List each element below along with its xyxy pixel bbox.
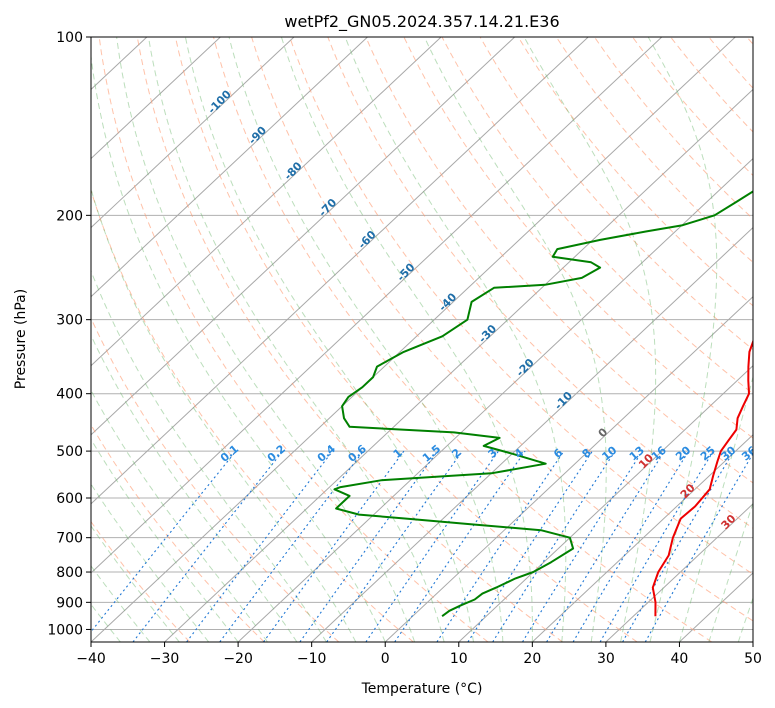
moist-adiabat xyxy=(523,37,657,642)
moist-adiabat xyxy=(280,37,533,642)
dewpoint-line xyxy=(333,190,753,618)
dry-adiabat xyxy=(403,37,753,439)
moist-adiabat xyxy=(708,501,753,642)
x-tick-label: −40 xyxy=(76,651,106,667)
y-tick-label: 300 xyxy=(56,313,83,329)
profile-series xyxy=(333,190,753,618)
dry-adiabat xyxy=(136,37,563,642)
chart-title: wetPf2_GN05.2024.357.14.21.E36 xyxy=(284,12,559,32)
x-tick-label: 20 xyxy=(523,651,541,667)
x-tick-label: −10 xyxy=(297,651,327,667)
mixing-ratio-line xyxy=(546,450,665,642)
mixing-ratio-line xyxy=(599,450,714,642)
dry-adiabat xyxy=(555,37,753,263)
moist-adiabat xyxy=(423,37,607,642)
isotherm-line xyxy=(91,37,442,367)
isotherm-line xyxy=(91,37,736,642)
isotherm-line xyxy=(91,37,368,298)
y-tick-label: 100 xyxy=(56,30,83,46)
x-tick-label: −30 xyxy=(150,651,180,667)
isotherm-line xyxy=(531,434,753,642)
moist-adiabat xyxy=(91,389,268,642)
isotherm-line xyxy=(458,365,753,642)
y-tick-label: 600 xyxy=(56,491,83,507)
moist-adiabat xyxy=(91,565,151,642)
x-tick-label: 40 xyxy=(671,651,689,667)
y-tick-label: 900 xyxy=(56,595,83,611)
moist-adiabat xyxy=(148,37,445,642)
y-tick-label: 800 xyxy=(56,565,83,581)
dry-adiabat xyxy=(441,37,753,395)
mixing-ratio-line xyxy=(186,450,334,642)
mixing-ratio-line xyxy=(394,450,526,642)
isotherm-line xyxy=(91,37,295,229)
moist-adiabat xyxy=(184,37,474,642)
dry-adiabat xyxy=(91,520,191,642)
y-tick-label: 400 xyxy=(56,387,83,403)
isotherm-line xyxy=(91,37,589,505)
y-tick-label: 700 xyxy=(56,531,83,547)
mixing-ratio-line xyxy=(91,450,237,633)
moist-adiabat xyxy=(91,483,210,642)
mixing-ratio-line xyxy=(436,450,565,642)
y-tick-label: 200 xyxy=(56,208,83,224)
mixing-ratio-lines xyxy=(91,450,753,642)
moist-adiabat xyxy=(116,37,416,642)
x-tick-label: 0 xyxy=(381,651,390,667)
y-tick-label: 500 xyxy=(56,444,83,460)
isotherm-grid xyxy=(91,37,753,642)
isotherm-line xyxy=(91,37,516,436)
moist-adiabat xyxy=(344,37,567,642)
plot-frame xyxy=(90,36,754,643)
x-tick-label: 30 xyxy=(597,651,615,667)
moist-adiabat xyxy=(91,52,386,642)
mixing-ratio-line xyxy=(326,450,463,642)
y-tick-label: 1000 xyxy=(47,622,83,638)
mixing-ratio-line xyxy=(622,450,735,642)
isotherm-line xyxy=(384,295,753,642)
moist-adiabat xyxy=(228,37,504,642)
x-tick-label: −20 xyxy=(223,651,253,667)
moist-adiabat xyxy=(737,596,753,642)
mixing-ratio-line xyxy=(644,452,753,642)
y-axis-ticks: 100 200 300 400 500 600 700 800 900 1000 xyxy=(47,30,91,638)
x-tick-label: 50 xyxy=(744,651,762,667)
isobar-grid xyxy=(91,37,753,630)
isotherm-line xyxy=(91,37,221,160)
moist-adiabat xyxy=(91,334,298,642)
moist-adiabat xyxy=(678,375,753,642)
dry-adiabat xyxy=(289,37,753,575)
mixing-ratio-line xyxy=(299,450,439,642)
isotherm-line xyxy=(91,37,663,574)
x-tick-label: 10 xyxy=(450,651,468,667)
mixing-ratio-line xyxy=(365,450,499,642)
moist-adiabat xyxy=(91,269,327,642)
dry-adiabat xyxy=(327,37,753,529)
moist-adiabat xyxy=(91,438,239,642)
mixing-ratio-line xyxy=(572,450,690,642)
isotherm-line xyxy=(605,503,753,642)
dry-adiabat xyxy=(98,37,489,642)
moist-adiabat xyxy=(91,525,180,642)
dry-adiabat xyxy=(479,37,753,351)
isotherm-line xyxy=(237,157,753,642)
mixing-ratio-line xyxy=(132,450,284,642)
x-axis-label: Temperature (°C) xyxy=(361,681,483,697)
dry-adiabat xyxy=(174,37,638,642)
dry-adiabat xyxy=(91,188,414,642)
y-axis-label: Pressure (hPa) xyxy=(13,289,29,389)
plot-area: 0.1 0.2 0.4 0.6 1 1.5 2 3 4 6 8 10 13 16 20 25 30 36-100-… xyxy=(91,37,753,642)
x-axis-ticks: −40 −30 −20 −10 0 10 20 30 40 50 xyxy=(76,642,762,667)
dry-adiabat xyxy=(91,317,340,642)
moist-adiabats xyxy=(91,37,753,642)
temperature-line xyxy=(651,338,753,617)
moist-adiabat xyxy=(647,37,718,642)
isotherm-line xyxy=(164,88,753,642)
